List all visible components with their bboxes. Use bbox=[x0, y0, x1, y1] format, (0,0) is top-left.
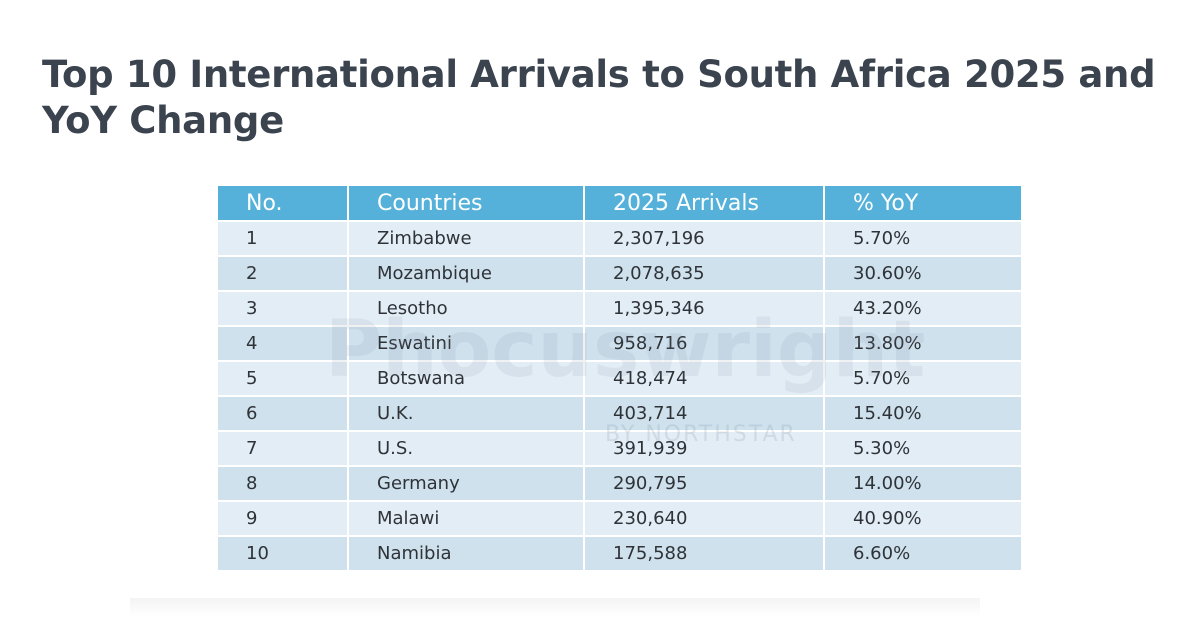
table-cell: 5.70% bbox=[823, 360, 1023, 397]
table-cell: 2,078,635 bbox=[583, 255, 825, 292]
column-header: Countries bbox=[347, 184, 585, 222]
arrivals-table: No. Countries 2025 Arrivals% YoY 1 Zimbabwe… bbox=[216, 184, 1023, 572]
table-cell: 230,640 bbox=[583, 500, 825, 537]
table-cell: 5.70% bbox=[823, 220, 1023, 257]
table-cell: 290,795 bbox=[583, 465, 825, 502]
table-cell: 4 bbox=[216, 325, 349, 362]
table-body: 1 Zimbabwe 2,307,196 5.70% 2 Mozambique 2,078,… bbox=[216, 220, 1023, 572]
table-cell: Malawi bbox=[347, 500, 585, 537]
table-cell: 7 bbox=[216, 430, 349, 467]
table-cell: 5 bbox=[216, 360, 349, 397]
table-row: 1 Zimbabwe 2,307,196 5.70% bbox=[216, 220, 1023, 257]
table-cell: 391,939 bbox=[583, 430, 825, 467]
table-cell: U.S. bbox=[347, 430, 585, 467]
table-cell: Lesotho bbox=[347, 290, 585, 327]
table-cell: 15.40% bbox=[823, 395, 1023, 432]
table-cell: 3 bbox=[216, 290, 349, 327]
table-cell: 1 bbox=[216, 220, 349, 257]
table-row: 4 Eswatini 958,716 13.80% bbox=[216, 325, 1023, 362]
table-row: 5 Botswana 418,474 5.70% bbox=[216, 360, 1023, 397]
table-cell: 175,588 bbox=[583, 535, 825, 572]
table-row: 8 Germany 290,795 14.00% bbox=[216, 465, 1023, 502]
table-row: 7 U.S. 391,939 5.30% bbox=[216, 430, 1023, 467]
table-cell: 6 bbox=[216, 395, 349, 432]
table-cell: Eswatini bbox=[347, 325, 585, 362]
table-cell: 30.60% bbox=[823, 255, 1023, 292]
table-cell: 10 bbox=[216, 535, 349, 572]
header-row: No. Countries 2025 Arrivals% YoY bbox=[216, 184, 1023, 222]
table-cell: 403,714 bbox=[583, 395, 825, 432]
column-header: % YoY bbox=[823, 184, 1023, 222]
table-cell: 2 bbox=[216, 255, 349, 292]
shadow bbox=[130, 598, 980, 617]
table-cell: 40.90% bbox=[823, 500, 1023, 537]
table-cell: U.K. bbox=[347, 395, 585, 432]
table-cell: 958,716 bbox=[583, 325, 825, 362]
table-row: 6 U.K. 403,714 15.40% bbox=[216, 395, 1023, 432]
table-cell: 6.60% bbox=[823, 535, 1023, 572]
table-row: 9 Malawi 230,640 40.90% bbox=[216, 500, 1023, 537]
table-cell: 9 bbox=[216, 500, 349, 537]
table-cell: 1,395,346 bbox=[583, 290, 825, 327]
table-cell: Zimbabwe bbox=[347, 220, 585, 257]
table-cell: 418,474 bbox=[583, 360, 825, 397]
table-cell: 2,307,196 bbox=[583, 220, 825, 257]
table-cell: 43.20% bbox=[823, 290, 1023, 327]
column-header: No. bbox=[216, 184, 349, 222]
table-cell: Botswana bbox=[347, 360, 585, 397]
table-cell: Namibia bbox=[347, 535, 585, 572]
table-cell: 13.80% bbox=[823, 325, 1023, 362]
table-cell: 5.30% bbox=[823, 430, 1023, 467]
table-row: 2 Mozambique 2,078,635 30.60% bbox=[216, 255, 1023, 292]
table-cell: Mozambique bbox=[347, 255, 585, 292]
column-header: 2025 Arrivals bbox=[583, 184, 825, 222]
table-cell: 8 bbox=[216, 465, 349, 502]
table-cell: 14.00% bbox=[823, 465, 1023, 502]
table-row: 10 Namibia 175,588 6.60% bbox=[216, 535, 1023, 572]
table-cell: Germany bbox=[347, 465, 585, 502]
table-row: 3 Lesotho 1,395,346 43.20% bbox=[216, 290, 1023, 327]
title: Top 10 International Arrivals to South A… bbox=[42, 53, 1156, 142]
